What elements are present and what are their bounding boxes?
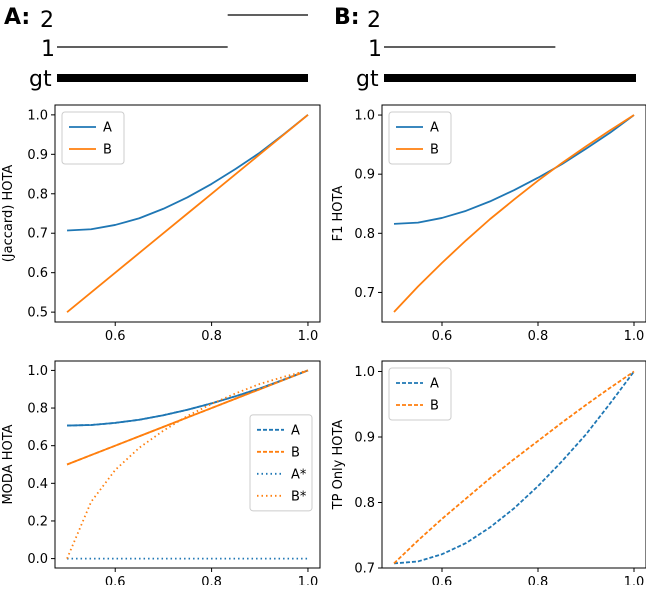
y-tick-label: 0.2: [27, 514, 48, 529]
legend-frame: [249, 414, 313, 512]
x-tick-label: 0.8: [528, 329, 549, 344]
legend-label: A*: [291, 467, 307, 482]
plot-lines: [66, 369, 309, 560]
panel-a-track-1-label: 1: [41, 37, 55, 62]
x-tick-label: 0.6: [105, 575, 126, 585]
chart-b-bottom: 0.6 0.8 1.0 0.7 0.8 0.9 1.0 TP Only HOTA AB: [331, 360, 646, 590]
y-tick-label: 1.0: [27, 108, 48, 123]
legend-frame: [388, 111, 452, 165]
x-tick-label: 1.0: [624, 575, 645, 585]
y-axis-label: F1 HOTA: [331, 186, 346, 242]
plot-area-frame: [381, 104, 646, 323]
legend-label: B*: [291, 489, 307, 504]
legend-label: A: [430, 121, 439, 136]
x-tick-label: 0.8: [528, 575, 549, 585]
legend-label: B: [103, 143, 112, 158]
plot-lines: [393, 114, 635, 313]
panel-a-header: A: 2 1 gt: [4, 5, 308, 92]
x-tick-label: 0.6: [432, 575, 453, 585]
panel-b-track-1-label: 1: [368, 37, 382, 62]
legend: AB: [388, 367, 452, 421]
y-tick-label: 0.7: [354, 286, 375, 301]
y-tick-label: 0.8: [27, 187, 48, 202]
y-tick-label: 0.6: [27, 439, 48, 454]
legend-label: A: [103, 121, 112, 136]
y-tick-label: 0.9: [354, 430, 375, 445]
legend-frame: [61, 111, 125, 165]
plot-lines: [66, 114, 309, 313]
y-axis-label: TP Only HOTA: [331, 420, 346, 511]
series-line-a: [393, 370, 635, 565]
chart-a-top: 0.6 0.8 1.0 0.5 0.6 0.7 0.8 0.9 1.0 (Jaccard) HOT…: [1, 104, 321, 344]
series-line-b: [66, 369, 309, 466]
y-tick-label: 0.6: [27, 266, 48, 281]
y-axis-label: (Jaccard) HOTA: [1, 165, 16, 263]
series-line-a: [67, 114, 309, 232]
legend-label: B: [291, 445, 300, 460]
plot-area-frame: [54, 360, 321, 569]
legend-label: A: [430, 377, 439, 392]
x-tick-label: 0.6: [432, 329, 453, 344]
chart-b-top: 0.6 0.8 1.0 0.7 0.8 0.9 1.0 F1 HOTA AB: [331, 104, 646, 344]
y-tick-label: 0.4: [27, 477, 48, 492]
series-line-b-star: [66, 369, 309, 559]
legend: AB A* B*: [249, 414, 313, 512]
panel-b-track-gt-label: gt: [356, 67, 379, 92]
y-tick-label: 1.0: [354, 365, 375, 380]
legend-label: B: [430, 143, 439, 158]
series-line-b: [393, 114, 635, 313]
plot-area-frame: [54, 104, 321, 323]
y-tick-label: 0.7: [27, 227, 48, 242]
series-line-b: [66, 114, 309, 313]
x-tick-label: 1.0: [624, 329, 645, 344]
plot-area-frame: [381, 360, 646, 569]
panel-b-header: B: 2 1 gt: [334, 5, 636, 92]
y-tick-label: 0.8: [354, 227, 375, 242]
panel-a-track-2-label: 2: [40, 8, 54, 33]
plot-lines: [393, 370, 635, 565]
y-tick-label: 0.8: [27, 402, 48, 417]
legend-label: B: [430, 399, 439, 414]
panel-b-track-2-label: 2: [367, 8, 381, 33]
x-tick-label: 0.8: [201, 329, 222, 344]
x-tick-label: 1.0: [298, 575, 319, 585]
legend-label: A: [291, 423, 300, 438]
panel-a-track-gt-label: gt: [29, 67, 52, 92]
legend: AB: [388, 111, 452, 165]
y-tick-label: 1.0: [354, 109, 375, 124]
legend: AB: [61, 111, 125, 165]
y-tick-label: 0.7: [354, 562, 375, 577]
series-line-a: [393, 114, 635, 225]
series-line-b: [393, 370, 635, 565]
series-line-a: [67, 369, 309, 427]
panel-b-letter: B:: [334, 5, 360, 30]
legend-frame: [388, 367, 452, 421]
y-tick-label: 0.9: [354, 168, 375, 183]
x-tick-label: 0.8: [201, 575, 222, 585]
x-tick-label: 1.0: [298, 329, 319, 344]
y-tick-label: 0.9: [27, 148, 48, 163]
y-tick-label: 0.5: [27, 306, 48, 321]
y-tick-label: 0.8: [354, 496, 375, 511]
y-tick-label: 0.0: [27, 552, 48, 567]
panel-a-letter: A:: [4, 5, 30, 30]
y-tick-label: 1.0: [27, 364, 48, 379]
chart-a-bottom: 0.6 0.8 1.0 0.0 0.2 0.4 0.6 0.8 1.0 MODA HOTA AB A*…: [1, 360, 321, 590]
y-axis-label: MODA HOTA: [1, 424, 16, 504]
x-tick-label: 0.6: [105, 329, 126, 344]
